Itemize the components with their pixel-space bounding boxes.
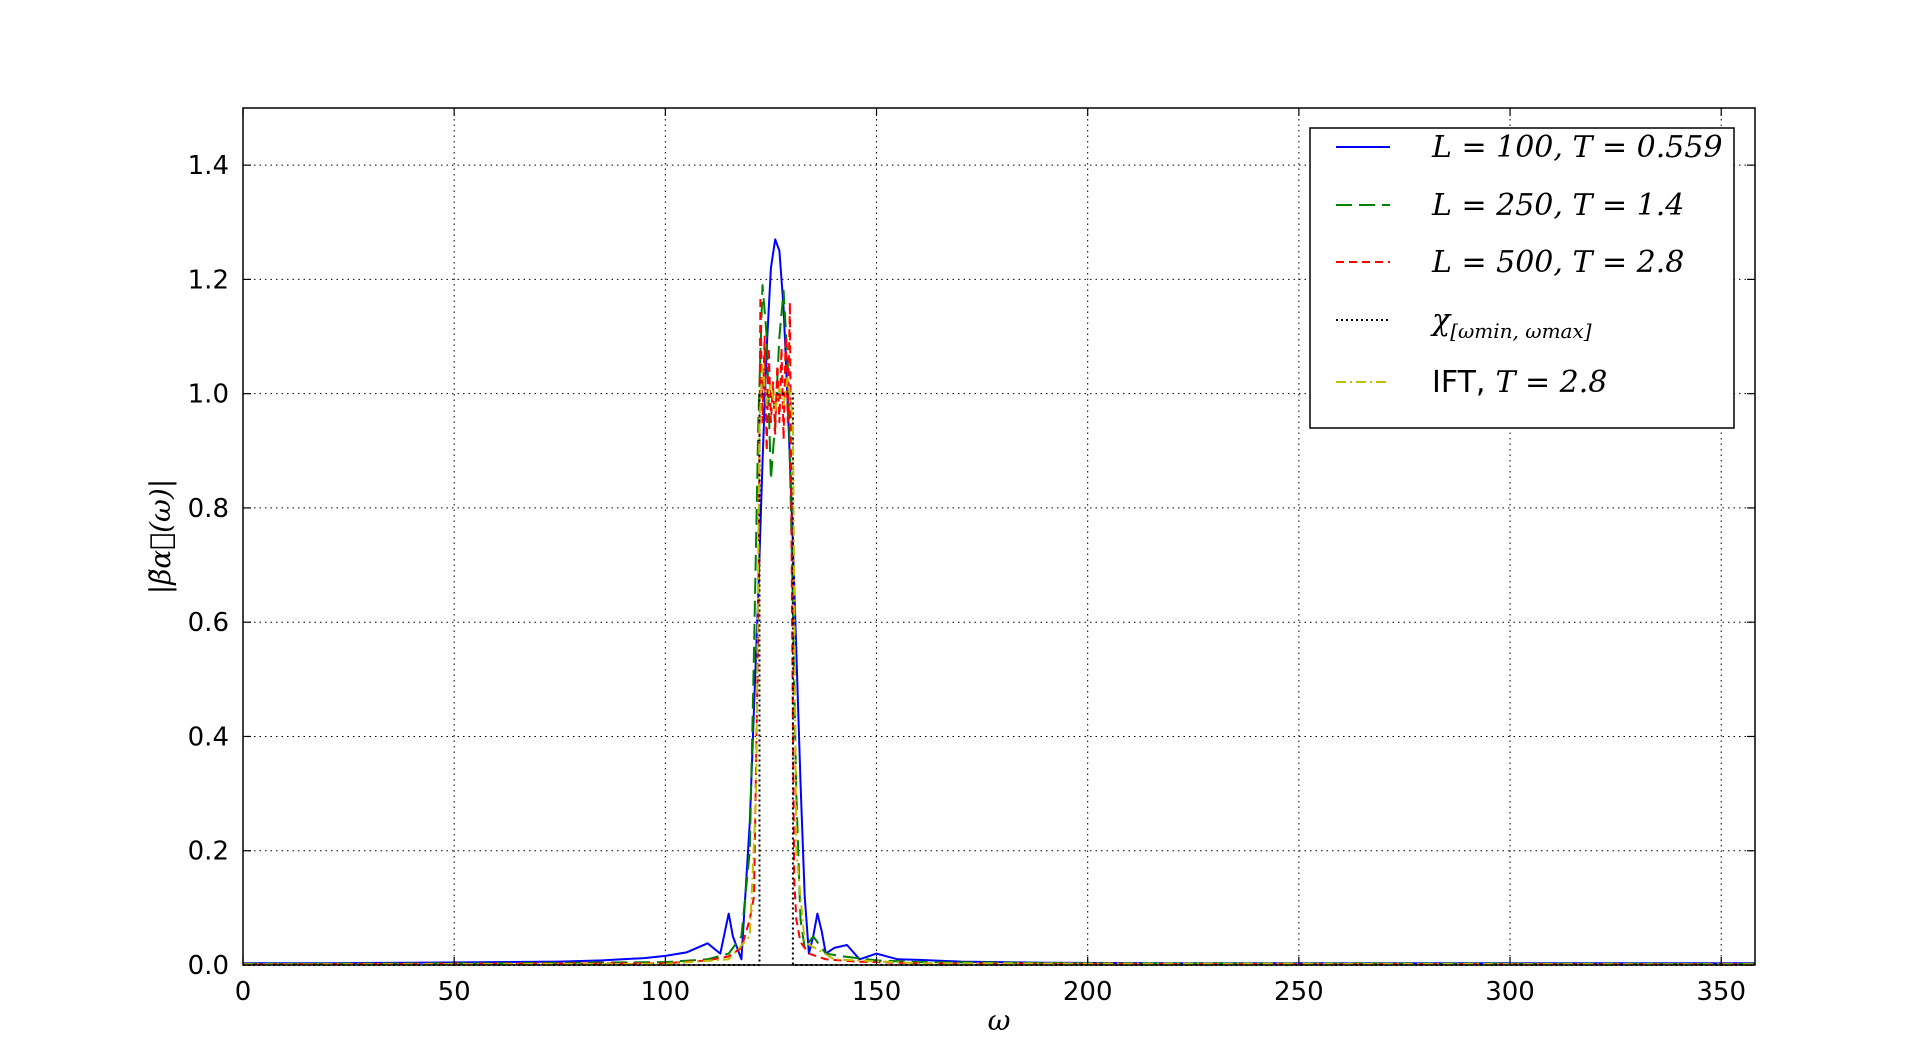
x-tick-label: 100	[641, 977, 691, 1007]
y-axis-label: |β̃α⃗(ω)|	[144, 479, 177, 594]
y-tick-label: 0.0	[188, 951, 229, 981]
legend-label-chi: χ[ωmin, ωmax]	[1430, 303, 1592, 343]
legend-chi-symbol: χ	[1430, 303, 1452, 338]
series-line-l100	[243, 238, 1755, 965]
x-tick-label: 250	[1274, 977, 1324, 1007]
y-tick-label: 0.4	[188, 722, 229, 752]
legend: L = 100, T = 0.559 L = 250, T = 1.4 L = …	[1309, 127, 1735, 429]
legend-chi-subscript: [ωmin, ωmax]	[1450, 319, 1592, 343]
plot-frame	[242, 107, 1756, 966]
legend-label-ift: IFT, T = 2.8	[1432, 365, 1607, 400]
legend-label-l100: L = 100, T = 0.559	[1431, 130, 1723, 165]
series-line-l250	[242, 284, 1756, 965]
x-tick-label: 0	[235, 977, 252, 1007]
x-tick-label: 200	[1063, 977, 1113, 1007]
tick-labels: 0 50 100 150 200 250 300 350 0.0 0.2 0.4 0.6 0.8 1.0 1…	[188, 151, 1746, 1007]
y-tick-label: 1.2	[188, 265, 229, 295]
x-axis-label: ω	[988, 1004, 1011, 1037]
legend-ift-prefix: IFT,	[1432, 365, 1485, 400]
legend-label-l500: L = 500, T = 2.8	[1431, 245, 1684, 280]
x-tick-label: 350	[1696, 977, 1746, 1007]
legend-label-l250: L = 250, T = 1.4	[1431, 188, 1684, 223]
series-line-ift	[242, 364, 1756, 966]
x-tick-label: 150	[852, 977, 902, 1007]
y-tick-label: 0.8	[188, 494, 229, 524]
x-tick-label: 50	[438, 977, 471, 1007]
y-tick-label: 1.4	[188, 151, 229, 181]
y-tick-label: 0.2	[188, 837, 229, 867]
y-tick-label: 0.6	[188, 608, 229, 638]
legend-box	[1309, 127, 1735, 429]
legend-ift-main: T = 2.8	[1495, 365, 1607, 400]
series-line-chi	[243, 392, 1755, 966]
y-tick-label: 1.0	[188, 380, 229, 410]
axis-ticks	[242, 108, 1755, 966]
x-tick-label: 300	[1485, 977, 1535, 1007]
